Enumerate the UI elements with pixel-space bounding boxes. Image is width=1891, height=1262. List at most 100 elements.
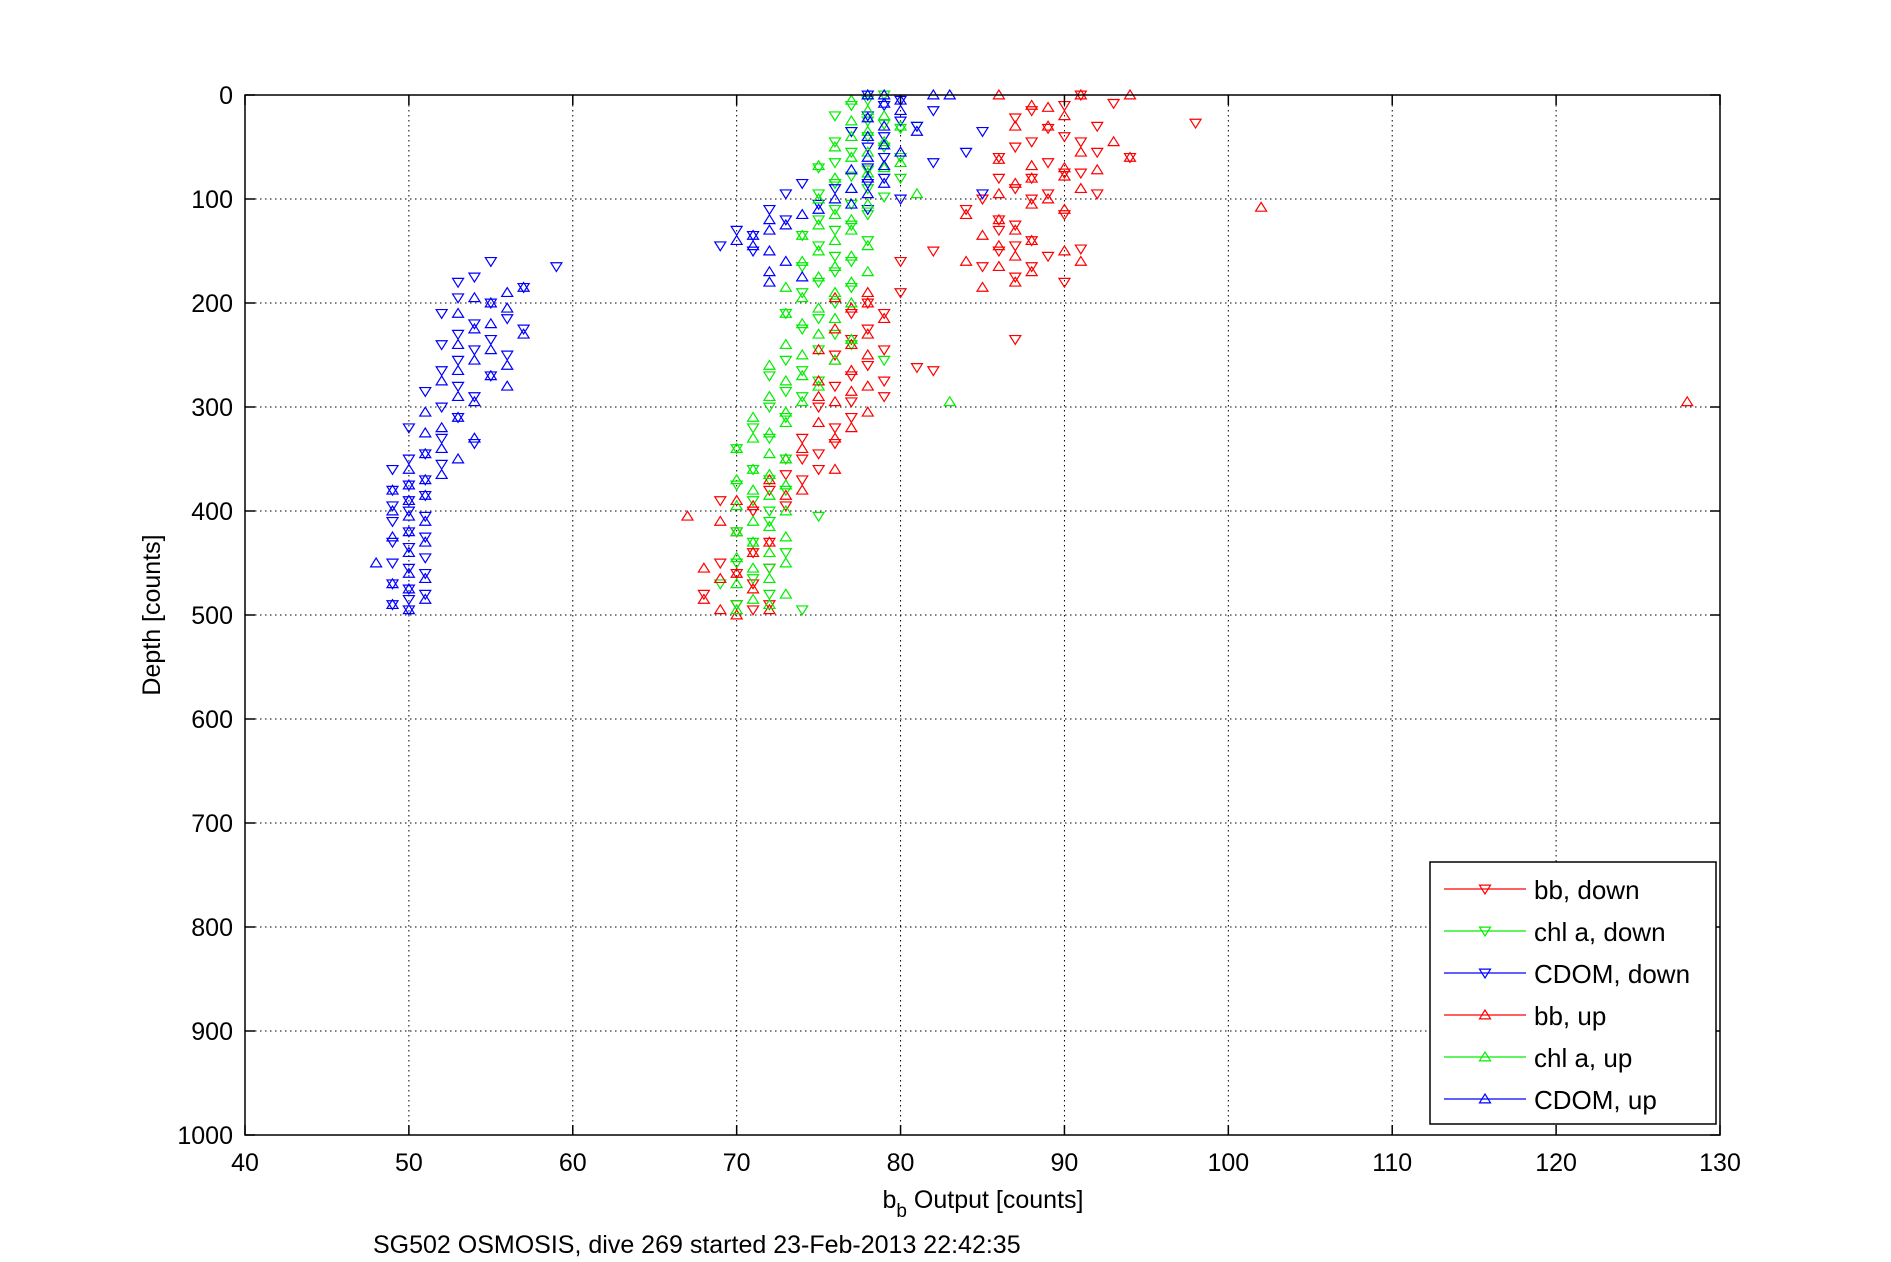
data-point xyxy=(1025,99,1039,110)
data-point xyxy=(779,416,793,428)
data-point xyxy=(844,198,858,209)
data-point xyxy=(1057,210,1072,221)
data-point xyxy=(861,95,875,107)
data-point xyxy=(730,551,744,563)
data-point xyxy=(779,478,793,490)
data-point xyxy=(762,265,777,277)
data-point xyxy=(893,288,908,299)
data-point xyxy=(861,111,875,123)
data-point xyxy=(1008,113,1022,124)
data-point xyxy=(451,293,465,304)
data-point xyxy=(828,438,842,450)
data-point xyxy=(812,380,826,391)
data-point xyxy=(1025,265,1039,277)
data-point xyxy=(746,411,760,422)
data-point xyxy=(779,489,793,500)
data-point xyxy=(500,380,514,391)
data-point xyxy=(1057,170,1072,181)
data-point xyxy=(877,345,891,356)
data-point xyxy=(795,366,809,377)
data-point xyxy=(746,536,760,547)
x-tick-label: 60 xyxy=(559,1149,587,1177)
data-point xyxy=(467,272,482,284)
data-point xyxy=(844,338,858,350)
data-point xyxy=(877,138,891,150)
data-point xyxy=(746,574,760,585)
data-point xyxy=(762,485,777,497)
data-point xyxy=(713,241,727,252)
data-point xyxy=(418,515,432,526)
x-tick-label: 100 xyxy=(1207,1149,1249,1177)
data-point xyxy=(861,296,875,308)
data-point xyxy=(1254,201,1268,212)
data-point xyxy=(730,525,744,537)
data-point xyxy=(893,120,908,131)
data-point xyxy=(861,348,875,360)
data-point xyxy=(746,246,760,258)
data-point xyxy=(402,478,416,490)
x-tick-label: 90 xyxy=(1051,1149,1079,1177)
y-tick-label: 200 xyxy=(191,290,233,318)
data-point xyxy=(779,189,793,200)
data-point xyxy=(746,432,760,443)
data-point xyxy=(484,334,498,346)
data-point xyxy=(812,199,826,211)
data-point xyxy=(812,218,826,230)
data-point xyxy=(828,234,842,246)
data-point xyxy=(746,579,760,590)
data-point xyxy=(1074,146,1088,157)
data-point xyxy=(435,468,449,480)
data-point xyxy=(746,582,760,594)
data-point xyxy=(893,173,908,185)
data-point xyxy=(697,589,711,601)
data-point xyxy=(893,156,908,168)
data-point xyxy=(828,291,842,303)
data-point xyxy=(1090,147,1104,159)
data-point xyxy=(795,317,809,329)
data-point xyxy=(779,374,793,386)
data-point xyxy=(779,452,793,464)
data-point xyxy=(517,281,531,292)
x-axis-label-main: b xyxy=(883,1186,897,1214)
data-point xyxy=(795,484,809,495)
data-point xyxy=(730,499,744,511)
data-point xyxy=(418,473,432,485)
data-point xyxy=(435,308,449,320)
data-point xyxy=(779,556,793,568)
data-point xyxy=(467,438,482,450)
data-point xyxy=(451,307,465,318)
data-point xyxy=(762,371,777,382)
data-point xyxy=(1008,184,1022,195)
data-point xyxy=(812,189,826,200)
data-point xyxy=(812,402,826,414)
data-point xyxy=(1008,120,1022,131)
series-4 xyxy=(730,88,957,615)
data-point xyxy=(1025,172,1039,183)
x-tick-label: 130 xyxy=(1699,1149,1741,1177)
data-point xyxy=(435,459,449,471)
data-point xyxy=(467,322,482,334)
data-point xyxy=(435,433,449,445)
data-point xyxy=(828,172,842,183)
data-point xyxy=(828,350,842,362)
data-point xyxy=(910,187,924,199)
data-point xyxy=(779,218,793,230)
data-point xyxy=(877,355,891,367)
data-point xyxy=(812,215,826,226)
data-point xyxy=(1090,163,1104,175)
data-point xyxy=(861,125,875,136)
data-point xyxy=(828,192,842,204)
data-point xyxy=(795,255,809,266)
legend-label: chl a, down xyxy=(1534,917,1666,947)
data-point xyxy=(500,286,514,298)
data-point xyxy=(910,121,924,133)
data-point xyxy=(975,281,990,292)
data-point xyxy=(795,262,809,273)
data-point xyxy=(877,100,891,112)
data-point xyxy=(828,184,842,195)
data-point xyxy=(779,215,793,226)
data-point xyxy=(779,504,793,516)
data-point xyxy=(893,116,908,128)
data-point xyxy=(713,572,727,584)
data-point xyxy=(861,146,875,157)
